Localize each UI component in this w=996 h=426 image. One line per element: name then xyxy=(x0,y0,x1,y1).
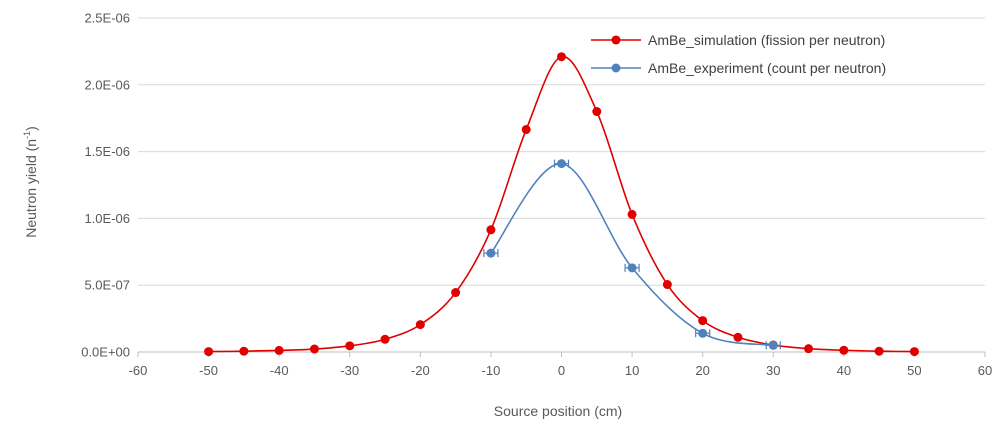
y-axis-label-main: Neutron yield (n xyxy=(23,139,39,238)
data-point-simulation xyxy=(909,347,919,357)
data-point-simulation xyxy=(557,52,566,62)
data-point-simulation xyxy=(239,346,249,356)
x-tick-label: 0 xyxy=(558,363,565,378)
legend: AmBe_simulation (fission per neutron) Am… xyxy=(591,32,886,76)
y-axis-label-superscript: -1 xyxy=(22,131,32,139)
y-tick-label: 1.5E-06 xyxy=(84,144,130,159)
legend-label-experiment: AmBe_experiment (count per neutron) xyxy=(648,60,886,76)
y-tick-label: 2.0E-06 xyxy=(84,77,130,92)
data-point-experiment xyxy=(698,328,708,338)
y-axis-label-tail: ) xyxy=(23,126,39,131)
x-tick-label: -20 xyxy=(411,363,430,378)
data-point-simulation xyxy=(627,209,637,219)
x-tick-label: 40 xyxy=(837,363,851,378)
x-tick-label: 30 xyxy=(766,363,780,378)
y-tick-label: 5.0E-07 xyxy=(84,278,130,293)
x-tick-label: -40 xyxy=(270,363,289,378)
x-tick-label: 20 xyxy=(695,363,709,378)
y-axis-label: Neutron yield (n-1) xyxy=(22,126,39,238)
legend-label-simulation: AmBe_simulation (fission per neutron) xyxy=(648,32,885,48)
data-point-simulation xyxy=(309,344,319,354)
data-point-simulation xyxy=(204,347,214,357)
data-point-experiment xyxy=(486,248,496,258)
data-point-simulation xyxy=(345,341,355,351)
data-point-simulation xyxy=(521,125,531,135)
data-point-simulation xyxy=(380,334,390,344)
data-point-simulation xyxy=(274,345,284,355)
data-point-experiment xyxy=(768,340,778,350)
x-tick-labels: -60 -50 -40 -30 -20 -10 0 10 20 30 40 50 60 xyxy=(129,363,993,378)
y-tick-label: 0.0E+00 xyxy=(81,345,130,360)
data-point-simulation xyxy=(804,344,814,354)
axes xyxy=(137,351,986,357)
data-point-simulation xyxy=(839,345,849,355)
x-tick-label: -30 xyxy=(340,363,359,378)
data-series xyxy=(204,52,919,357)
x-tick-label: -50 xyxy=(199,363,218,378)
grid-lines xyxy=(138,17,985,286)
data-point-simulation xyxy=(874,346,884,356)
y-tick-label: 2.5E-06 xyxy=(84,11,130,26)
data-point-simulation xyxy=(415,320,425,330)
data-point-simulation xyxy=(592,107,602,117)
data-point-simulation xyxy=(662,280,672,290)
data-point-experiment xyxy=(627,263,637,273)
legend-marker-experiment xyxy=(611,63,621,73)
x-tick-label: -10 xyxy=(482,363,501,378)
data-point-simulation xyxy=(733,332,743,342)
data-point-simulation xyxy=(698,316,708,326)
x-axis-label: Source position (cm) xyxy=(494,403,622,419)
legend-marker-simulation xyxy=(611,35,621,45)
series-line-simulation xyxy=(208,55,915,353)
y-tick-label: 1.0E-06 xyxy=(84,211,130,226)
x-tick-label: 50 xyxy=(907,363,921,378)
y-tick-labels: 0.0E+00 5.0E-07 1.0E-06 1.5E-06 2.0E-06 2.5E-… xyxy=(81,11,130,360)
series-line-experiment xyxy=(490,162,774,347)
data-point-simulation xyxy=(451,288,461,298)
x-tick-label: 60 xyxy=(978,363,992,378)
data-point-experiment xyxy=(557,159,566,169)
x-tick-label: -60 xyxy=(129,363,148,378)
x-tick-label: 10 xyxy=(625,363,639,378)
data-point-simulation xyxy=(486,225,496,235)
